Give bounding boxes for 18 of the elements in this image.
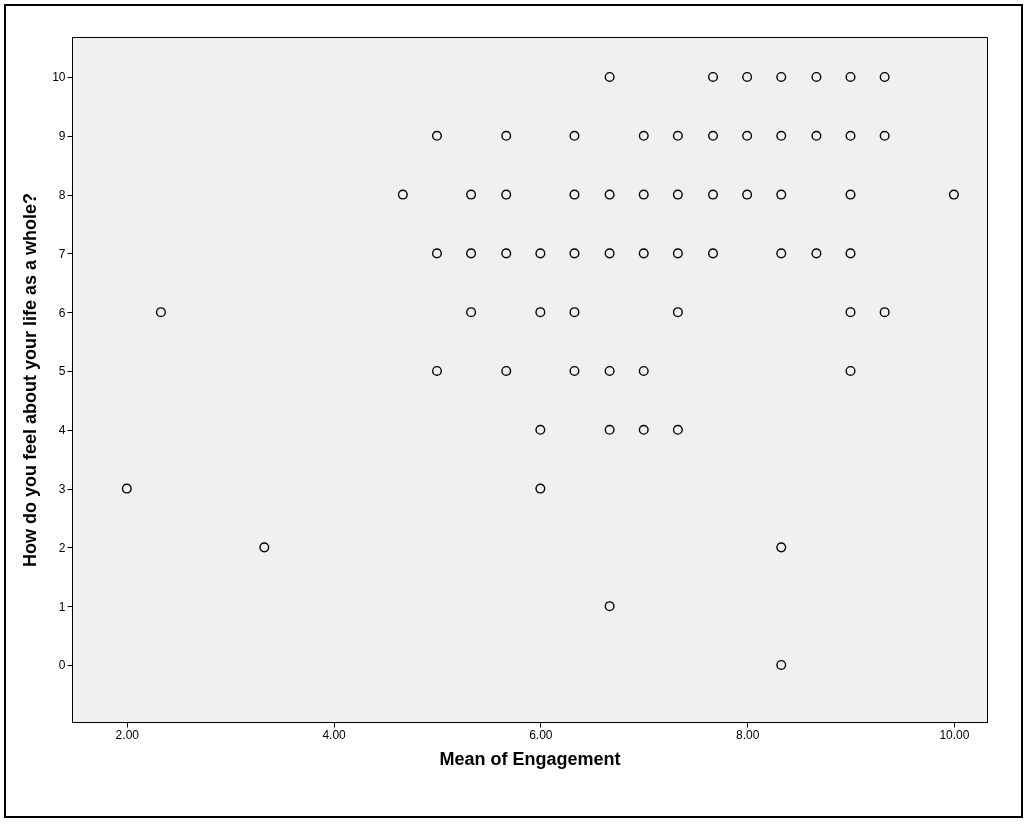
- x-tick-label: 8.00: [735, 727, 760, 742]
- y-tick-label: 1: [58, 599, 66, 614]
- x-axis-title: Mean of Engagement: [439, 748, 621, 769]
- x-tick-label: 4.00: [322, 727, 347, 742]
- x-tick-label: 6.00: [529, 727, 553, 742]
- x-tick-label: 10.00: [939, 727, 970, 742]
- y-tick-label: 8: [58, 188, 66, 203]
- y-tick-label: 3: [58, 482, 66, 497]
- y-tick-label: 4: [58, 423, 66, 438]
- y-tick-label: 5: [58, 364, 66, 379]
- y-tick-label: 6: [58, 305, 66, 320]
- y-axis-title: How do you feel about your life as a whole?: [20, 192, 41, 568]
- y-tick-label: 10: [52, 70, 66, 85]
- y-tick-label: 7: [58, 246, 66, 261]
- x-tick-label: 2.00: [115, 727, 140, 742]
- y-tick-label: 0: [58, 658, 66, 673]
- y-tick-label: 2: [58, 540, 66, 555]
- y-tick-label: 9: [58, 129, 66, 144]
